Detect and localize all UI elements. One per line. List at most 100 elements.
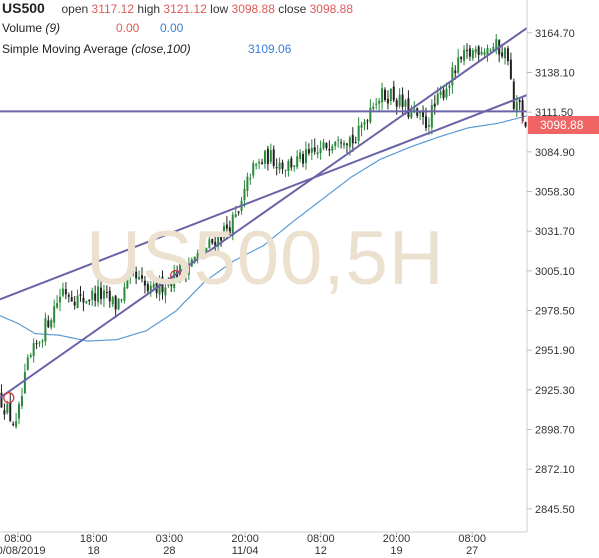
candle-body xyxy=(509,59,512,79)
markers xyxy=(3,269,182,404)
sma-legend: Simple Moving Average (close,100) 3109.0… xyxy=(2,42,291,56)
candle-body xyxy=(322,142,325,149)
y-tick-label: 3084.90 xyxy=(535,147,575,159)
y-tick-label: 3005.10 xyxy=(535,266,575,278)
candle-body xyxy=(53,306,56,323)
candle-body xyxy=(343,142,346,146)
y-tick-label: 3058.30 xyxy=(535,187,575,199)
candle-body xyxy=(290,158,293,168)
candle-body xyxy=(32,343,35,357)
candle-body xyxy=(29,355,32,357)
candle-body xyxy=(360,124,363,128)
x-tick-time: 20:00 xyxy=(231,533,259,545)
candle-body xyxy=(369,107,372,123)
candle-body xyxy=(524,122,527,127)
candle-body xyxy=(126,279,129,289)
candle-body xyxy=(451,67,454,86)
sma-value: 3109.06 xyxy=(248,42,292,56)
y-tick-label: 2978.50 xyxy=(535,306,575,318)
x-tick-time: 18:00 xyxy=(80,533,108,545)
candle-body xyxy=(184,268,187,275)
volume-legend: Volume (9) 0.00 0.00 xyxy=(2,21,183,35)
x-tick-time: 08:00 xyxy=(307,533,335,545)
candle-body xyxy=(442,90,445,99)
candle-body xyxy=(372,106,375,109)
candle-body xyxy=(91,290,94,300)
candle-body xyxy=(149,285,152,291)
y-tick-label: 3031.70 xyxy=(535,226,575,238)
candle-body xyxy=(465,50,468,52)
candle-body xyxy=(492,47,495,51)
volume-param: (9) xyxy=(45,21,61,35)
candle-body xyxy=(384,89,387,101)
candle-body xyxy=(35,343,38,345)
candle-body xyxy=(199,249,202,254)
x-tick-date: 10/08/2019 xyxy=(0,545,46,557)
candle-body xyxy=(398,94,401,106)
candle-body xyxy=(152,284,155,288)
candle-body xyxy=(129,272,132,278)
candle-body xyxy=(366,120,369,122)
candle-body xyxy=(354,142,357,144)
candle-body xyxy=(404,100,407,107)
candle-body xyxy=(448,85,451,88)
candle-body xyxy=(228,227,231,234)
candle-body xyxy=(50,320,53,328)
candle-body xyxy=(375,103,378,105)
y-tick-label: 2845.50 xyxy=(535,504,575,516)
candle-body xyxy=(506,48,509,62)
candle-body xyxy=(73,301,76,306)
candle-body xyxy=(105,291,108,293)
candle-body xyxy=(284,169,287,171)
candle-body xyxy=(246,176,249,191)
trendlines xyxy=(0,27,528,399)
candle-body xyxy=(100,287,103,299)
candle-body xyxy=(266,148,269,165)
high-value: 3121.12 xyxy=(163,2,207,16)
candle-body xyxy=(135,271,138,279)
x-tick-date: 27 xyxy=(466,545,478,557)
candle-body xyxy=(132,270,135,272)
candle-body xyxy=(6,403,9,413)
candle-body xyxy=(357,125,360,141)
ohlc-legend: US500 open 3117.12 high 3121.12 low 3098… xyxy=(2,0,353,16)
candle-body xyxy=(196,253,199,260)
candle-body xyxy=(18,404,21,419)
candle-body xyxy=(38,342,41,344)
candle-body xyxy=(386,98,389,104)
candle-body xyxy=(263,150,266,164)
y-tick-label: 3164.70 xyxy=(535,28,575,40)
candle-body xyxy=(217,234,220,247)
candle-body xyxy=(138,277,141,280)
candle-body xyxy=(64,289,67,295)
candle-body xyxy=(146,284,149,292)
last-price-tag: 3098.88 xyxy=(528,116,599,134)
trendline xyxy=(0,27,528,399)
candle-body xyxy=(76,295,79,308)
candle-body xyxy=(67,295,70,297)
candle-body xyxy=(275,167,278,169)
candle-body xyxy=(225,224,228,229)
candle-body xyxy=(222,226,225,238)
x-tick-date: 12 xyxy=(315,545,327,557)
candle-body xyxy=(419,111,422,114)
candle-body xyxy=(211,238,214,244)
open-value: 3117.12 xyxy=(91,2,135,16)
low-label: low xyxy=(210,2,229,16)
candle-body xyxy=(334,141,337,147)
candle-body xyxy=(422,111,425,118)
sma-polyline xyxy=(0,115,528,342)
candle-body xyxy=(348,137,351,148)
candle-body xyxy=(474,49,477,53)
candle-body xyxy=(94,293,97,301)
candle-body xyxy=(439,91,442,95)
candle-body xyxy=(337,139,340,141)
candle-body xyxy=(272,149,275,167)
candle-body xyxy=(378,100,381,104)
candle-body xyxy=(463,49,466,61)
candle-body xyxy=(392,86,395,101)
candle-body xyxy=(243,188,246,201)
y-tick-label: 2898.70 xyxy=(535,425,575,437)
volume-label: Volume xyxy=(2,21,43,35)
